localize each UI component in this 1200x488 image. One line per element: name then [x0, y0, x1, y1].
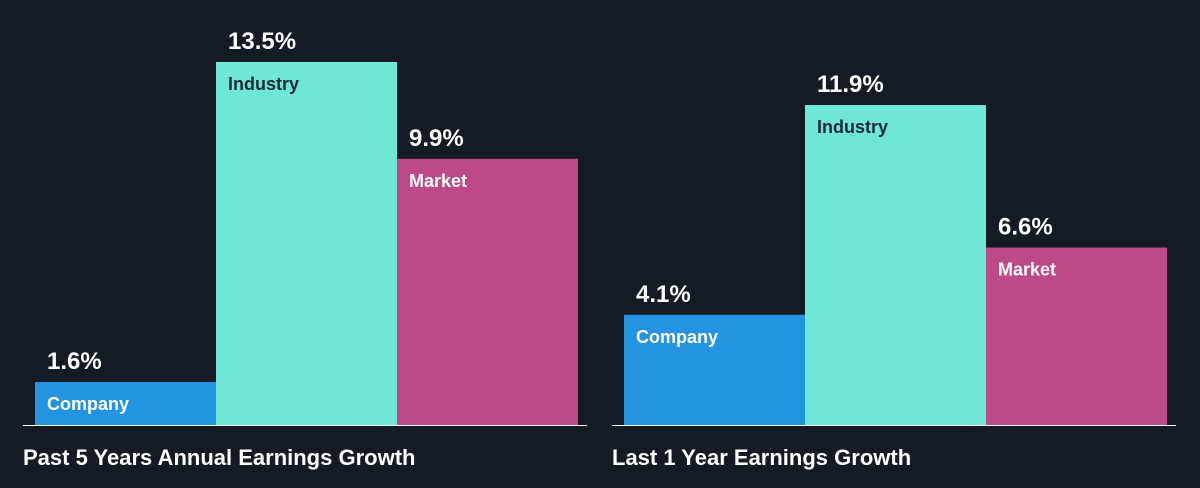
- bar-label-industry: Industry: [817, 117, 888, 137]
- bar-company: [35, 381, 216, 425]
- bar-label-industry: Industry: [228, 74, 299, 94]
- value-label-industry: 11.9%: [817, 71, 884, 98]
- value-label-company: 4.1%: [636, 281, 691, 308]
- chart-past-5-years: Company 1.6% Industry 13.5% Market 9.9% Past 5…: [23, 28, 587, 470]
- value-label-company: 1.6%: [47, 348, 102, 375]
- value-label-market: 9.9%: [409, 125, 464, 152]
- bar-label-market: Market: [409, 171, 467, 191]
- bar-market: [397, 158, 578, 426]
- bar-company: [624, 314, 805, 425]
- value-label-market: 6.6%: [998, 214, 1053, 241]
- chart-title: Past 5 Years Annual Earnings Growth: [23, 445, 415, 470]
- bar-label-company: Company: [47, 394, 129, 414]
- bar-label-company: Company: [636, 327, 718, 347]
- chart-title: Last 1 Year Earnings Growth: [612, 445, 911, 470]
- value-label-industry: 13.5%: [228, 28, 296, 55]
- chart-last-1-year: Company 4.1% Industry 11.9% Market 6.6% Last 1…: [612, 71, 1176, 470]
- bar-label-market: Market: [998, 260, 1056, 280]
- bar-industry: [216, 62, 397, 425]
- bar-market: [986, 247, 1167, 425]
- bar-industry: [805, 105, 986, 426]
